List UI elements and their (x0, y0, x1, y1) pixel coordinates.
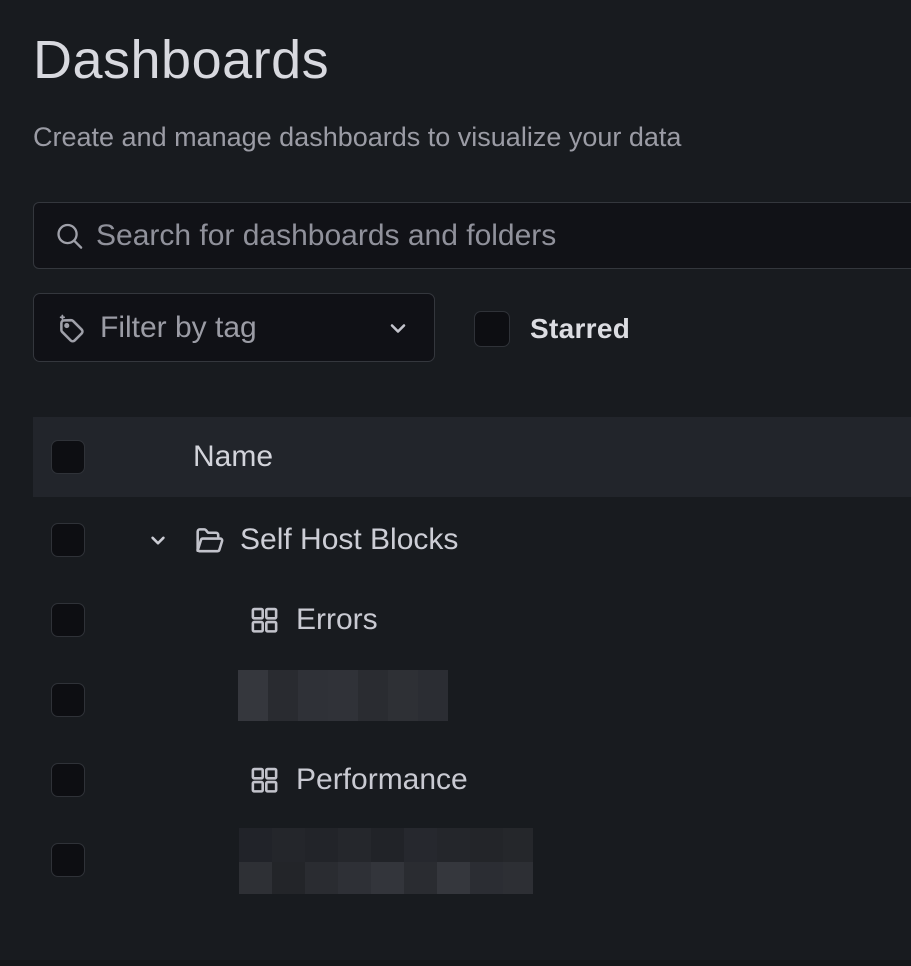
redaction-pixels (239, 828, 533, 862)
row-checkbox[interactable] (51, 683, 85, 717)
redacted-dashboard-link[interactable] (239, 828, 533, 894)
dashboard-link[interactable]: Performance (296, 763, 468, 796)
table-header-row: Name (33, 417, 911, 497)
page-subtitle: Create and manage dashboards to visualiz… (33, 122, 682, 152)
folder-link[interactable]: Self Host Blocks (240, 523, 459, 556)
row-checkbox[interactable] (51, 523, 85, 557)
dashboard-grid-icon (251, 607, 278, 633)
row-checkbox[interactable] (51, 763, 85, 797)
row-checkbox[interactable] (51, 603, 85, 637)
chevron-down-icon (390, 323, 406, 333)
table-row-dashboard: Performance (33, 740, 911, 820)
table-row-dashboard-redacted (33, 660, 911, 740)
table-row-folder: Self Host Blocks (33, 500, 911, 580)
folder-open-icon (196, 528, 224, 553)
search-icon (57, 223, 83, 249)
redaction-pixels (239, 862, 533, 894)
viewport-bottom-edge (0, 960, 911, 966)
row-checkbox[interactable] (51, 843, 85, 877)
starred-label: Starred (530, 313, 631, 344)
dashboard-link[interactable]: Errors (296, 603, 378, 636)
table-row-dashboard-redacted (33, 820, 911, 900)
collapse-chevron-icon[interactable] (145, 527, 171, 553)
search-input[interactable] (34, 203, 911, 268)
redacted-dashboard-link[interactable] (238, 670, 448, 721)
starred-filter: Starred (474, 311, 630, 347)
select-all-checkbox[interactable] (51, 440, 85, 474)
tag-filter-label: Filter by tag (100, 310, 257, 344)
dashboard-grid-icon (251, 767, 278, 793)
page-title: Dashboards (33, 30, 330, 90)
starred-checkbox[interactable] (474, 311, 510, 347)
tag-filter-dropdown[interactable]: Filter by tag (33, 293, 435, 362)
tag-icon (59, 314, 84, 343)
name-column-header: Name (193, 440, 274, 473)
table-row-dashboard: Errors (33, 580, 911, 660)
search-box (33, 202, 911, 269)
